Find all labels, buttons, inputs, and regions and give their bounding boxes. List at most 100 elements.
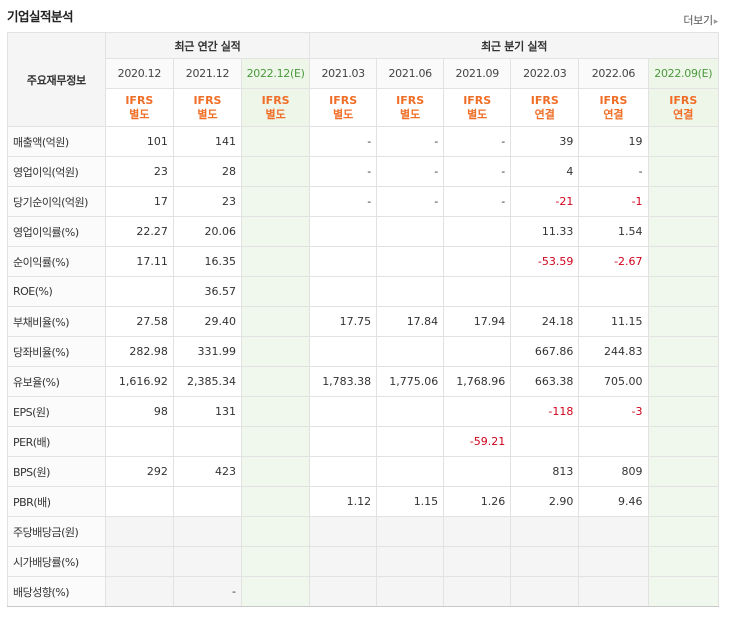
value-cell <box>241 546 311 577</box>
period-header: 2021.09 <box>443 58 512 89</box>
more-label[interactable]: 더보기 <box>683 14 713 27</box>
value-cell <box>510 516 580 547</box>
value-cell <box>309 246 378 277</box>
value-cell: 11.15 <box>578 306 649 337</box>
consolidation-label: 별도 <box>333 107 354 121</box>
ifrs-label: IFRS <box>193 93 222 107</box>
value-cell <box>376 216 445 247</box>
value-cell <box>647 546 720 577</box>
value-cell: 2.90 <box>510 486 580 517</box>
row-label: 당기순이익(억원) <box>7 186 106 217</box>
value-cell: 1,768.96 <box>443 366 512 397</box>
value-cell <box>241 126 311 157</box>
value-cell: -53.59 <box>510 246 580 277</box>
chevron-right-icon: ▸ <box>713 17 719 27</box>
value-cell: 1.12 <box>309 486 378 517</box>
value-cell: 1.54 <box>578 216 649 247</box>
ifrs-label: IFRS <box>125 93 154 107</box>
consolidation-label: 연결 <box>673 107 694 121</box>
consolidation-label: 별도 <box>265 107 286 121</box>
consolidation-label: 별도 <box>467 107 488 121</box>
value-cell <box>241 186 311 217</box>
value-cell: 1,616.92 <box>104 366 174 397</box>
period-label: 2022.12(E) <box>246 67 305 80</box>
table-row: 영업이익률(%) 22.27 20.06 11.33 1.54 <box>7 216 720 247</box>
value-cell <box>647 306 720 337</box>
value-cell <box>241 516 311 547</box>
table-row: 배당성향(%) - <box>7 576 720 607</box>
value-cell <box>241 576 311 607</box>
value-cell <box>647 336 720 367</box>
value-cell <box>104 516 174 547</box>
value-cell: 17.11 <box>104 246 174 277</box>
value-cell <box>578 516 649 547</box>
value-cell <box>309 546 378 577</box>
period-label: 2021.12 <box>185 67 230 80</box>
table-row: PER(배) -59.21 <box>7 426 720 457</box>
value-cell <box>241 306 311 337</box>
value-cell: -118 <box>510 396 580 427</box>
value-cell <box>241 396 311 427</box>
value-cell <box>104 546 174 577</box>
value-cell: 11.33 <box>510 216 580 247</box>
value-cell <box>578 276 649 307</box>
financial-table: 주요재무정보 최근 연간 실적 최근 분기 실적 2020.12 2021.12 2… <box>7 32 720 607</box>
period-label: 2021.09 <box>455 67 500 80</box>
value-cell <box>443 516 512 547</box>
value-cell <box>241 366 311 397</box>
value-cell <box>647 126 720 157</box>
consolidation-label: 연결 <box>603 107 624 121</box>
value-cell <box>647 576 720 607</box>
table-row: EPS(원) 98 131 -118 -3 <box>7 396 720 427</box>
value-cell: 27.58 <box>104 306 174 337</box>
value-cell: 24.18 <box>510 306 580 337</box>
value-cell <box>309 426 378 457</box>
accounting-standard: IFRS 별도 <box>376 88 445 127</box>
value-cell <box>647 486 720 517</box>
table-row: 시가배당률(%) <box>7 546 720 577</box>
accounting-standard: IFRS 연결 <box>510 88 580 127</box>
more-link[interactable]: 더보기▸ <box>683 12 718 28</box>
accounting-standard: IFRS 별도 <box>172 88 243 127</box>
value-cell: - <box>578 156 649 187</box>
value-cell: - <box>376 186 445 217</box>
table-row: 당좌비율(%) 282.98 331.99 667.86 244.83 <box>7 336 720 367</box>
value-cell <box>309 216 378 247</box>
value-cell: 39 <box>510 126 580 157</box>
value-cell: 98 <box>104 396 174 427</box>
value-cell: 1,783.38 <box>309 366 378 397</box>
table-row: 매출액(억원) 101 141- - -39 19 <box>7 126 720 157</box>
row-label: 당좌비율(%) <box>7 336 106 367</box>
value-cell: 23 <box>104 156 174 187</box>
value-cell: 101 <box>104 126 174 157</box>
period-label: 2022.03 <box>523 67 567 80</box>
value-cell <box>443 576 512 607</box>
value-cell <box>443 336 512 367</box>
value-cell: 809 <box>578 456 649 487</box>
ifrs-label: IFRS <box>599 93 628 107</box>
value-cell: 244.83 <box>578 336 649 367</box>
value-cell: 23 <box>172 186 243 217</box>
row-label: 순이익률(%) <box>7 246 106 277</box>
value-cell <box>578 546 649 577</box>
ifrs-label: IFRS <box>463 93 492 107</box>
ifrs-label: IFRS <box>261 93 290 107</box>
consolidation-label: 별도 <box>400 107 421 121</box>
value-cell <box>647 516 720 547</box>
value-cell: 17.75 <box>309 306 378 337</box>
consolidation-label: 별도 <box>197 107 218 121</box>
value-cell <box>309 456 378 487</box>
value-cell: 141 <box>172 126 243 157</box>
value-cell: 663.38 <box>510 366 580 397</box>
row-label: 유보율(%) <box>7 366 106 397</box>
value-cell <box>309 576 378 607</box>
value-cell <box>376 336 445 367</box>
value-cell: 813 <box>510 456 580 487</box>
row-label: PBR(배) <box>7 486 106 517</box>
value-cell: - <box>376 126 445 157</box>
value-cell: 282.98 <box>104 336 174 367</box>
value-cell: - <box>443 126 512 157</box>
value-cell: 667.86 <box>510 336 580 367</box>
value-cell <box>309 396 378 427</box>
section-header: 기업실적분석 더보기▸ <box>0 0 732 32</box>
